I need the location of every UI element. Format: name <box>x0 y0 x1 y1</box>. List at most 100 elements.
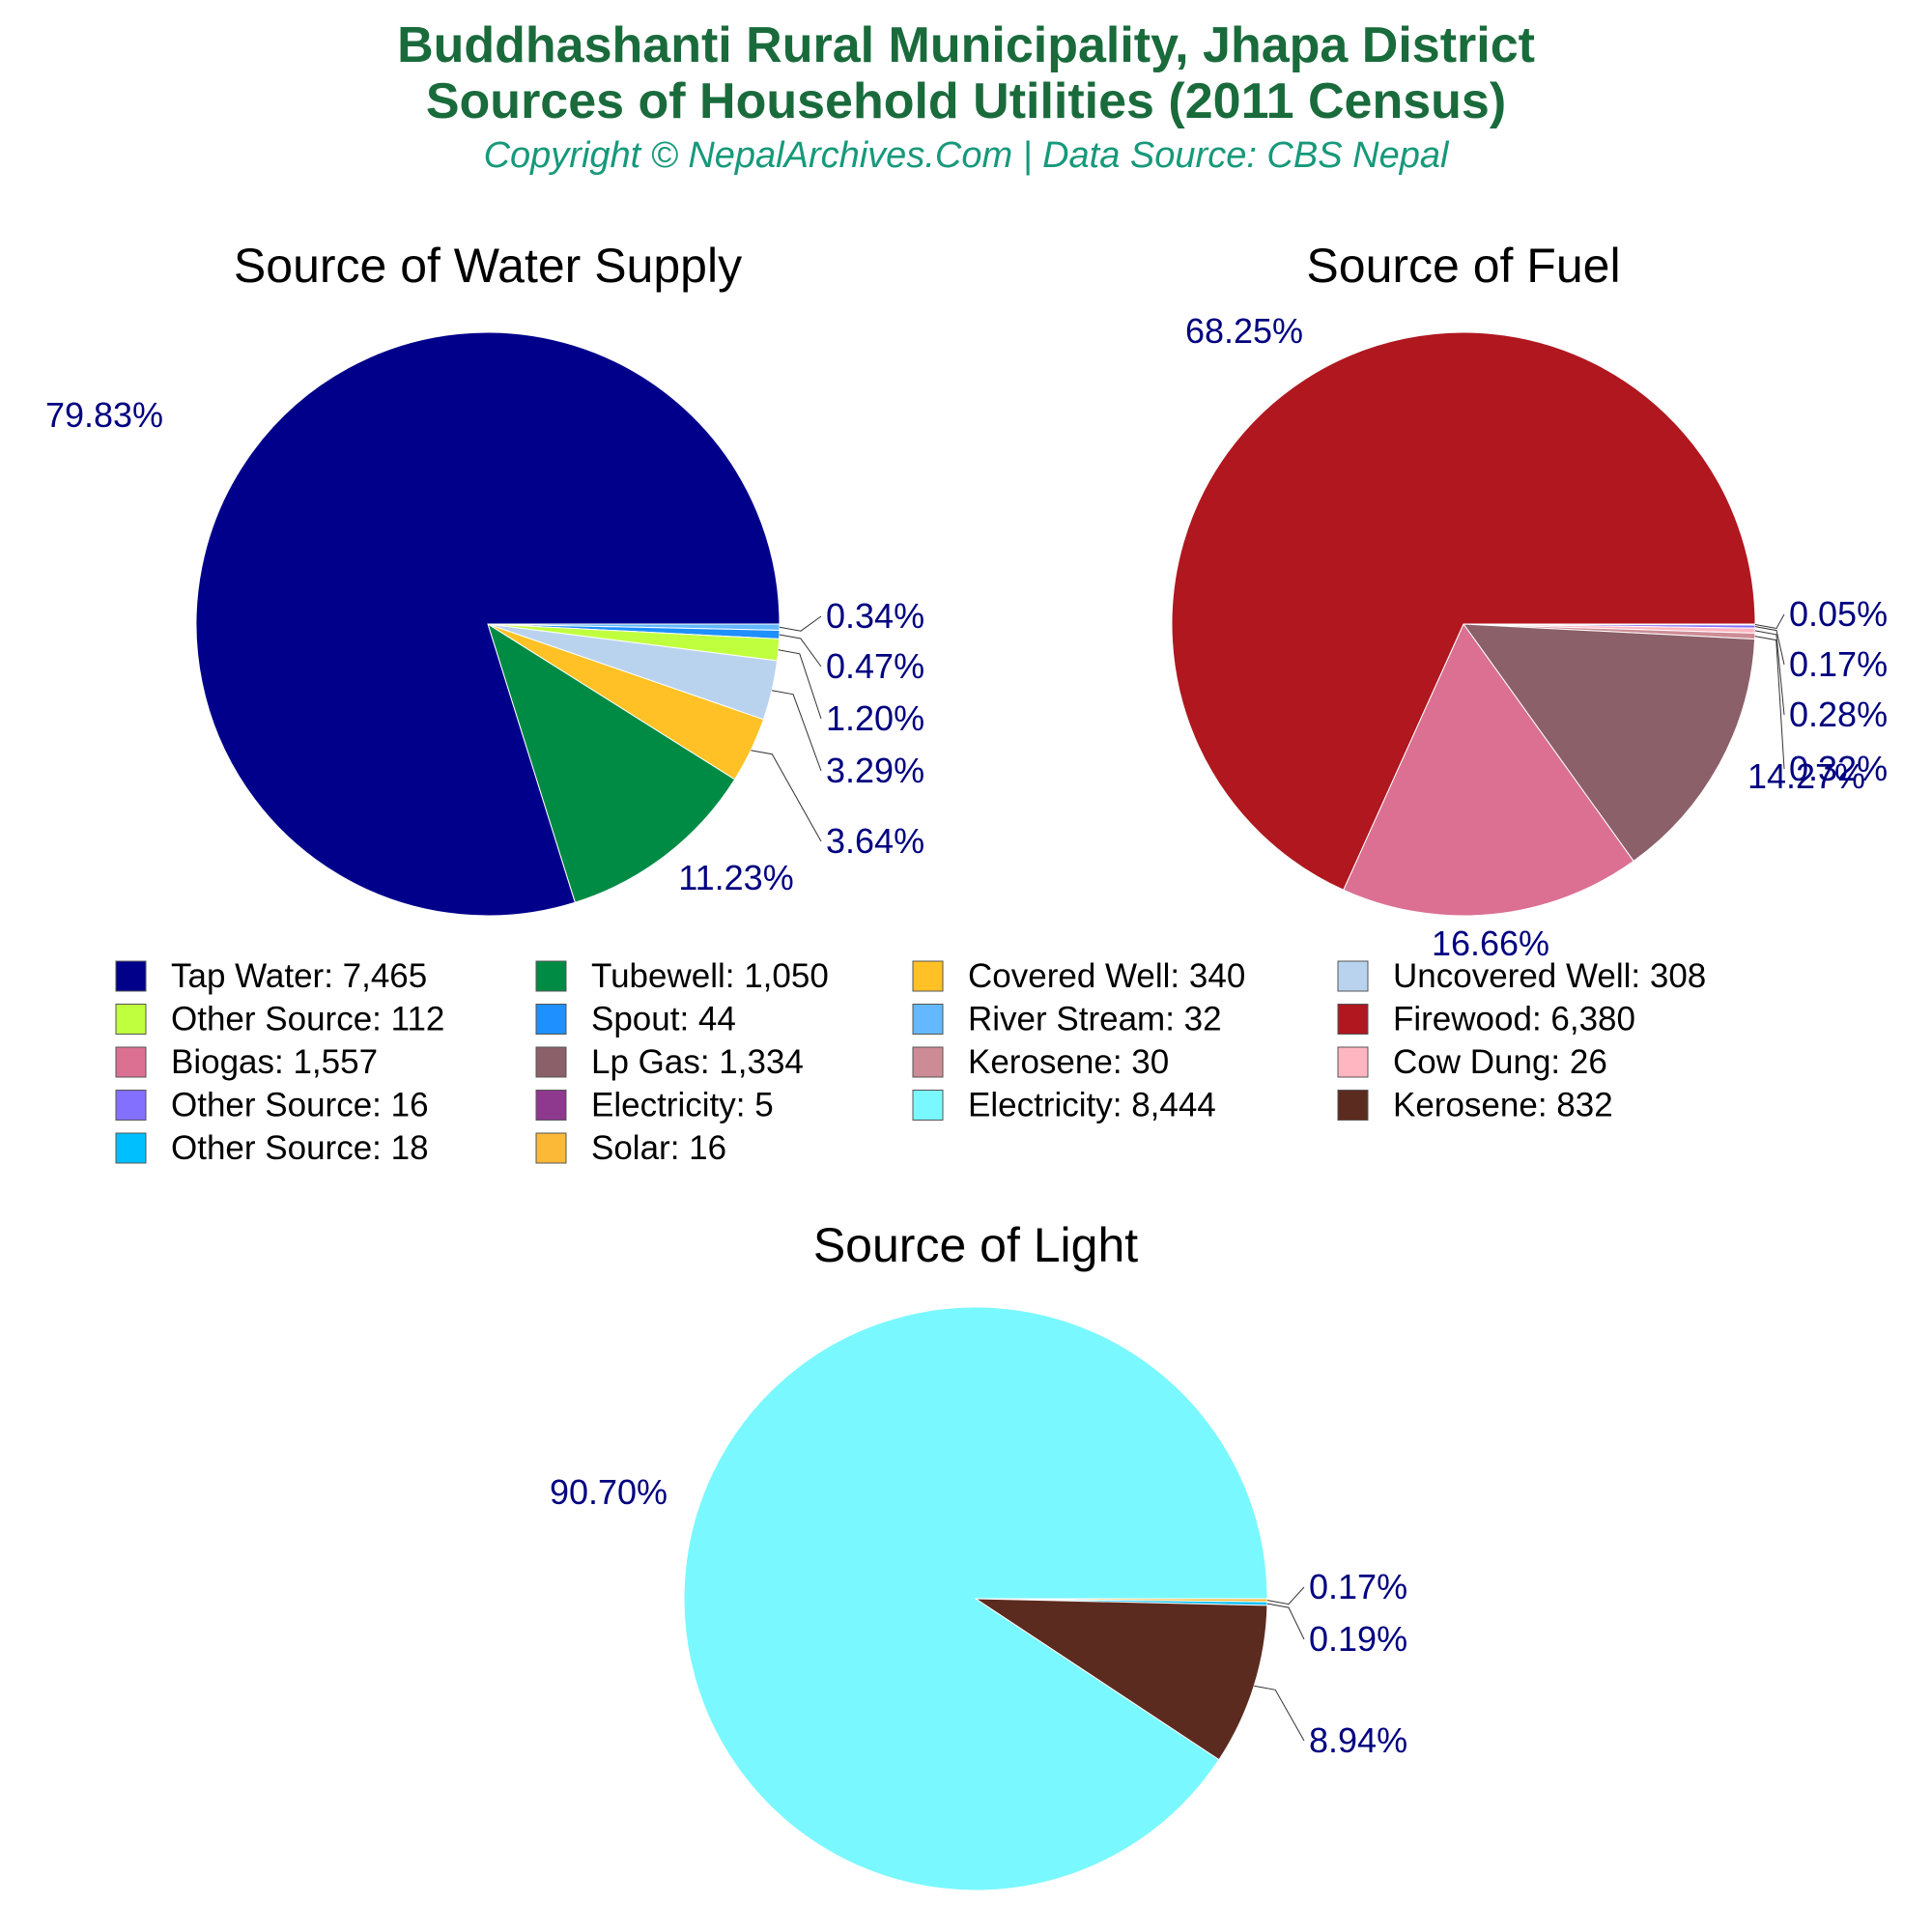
legend-swatch <box>912 1004 944 1035</box>
pct-label-kerosene: 0.32% <box>1789 749 1888 788</box>
legend-label: Firewood: 6,380 <box>1393 1001 1635 1038</box>
pct-label-firewood: 68.25% <box>1185 311 1303 351</box>
legend-item: Electricity: 5 <box>535 1087 774 1124</box>
legend-label: Other Source: 16 <box>171 1087 429 1124</box>
legend-label: Kerosene: 832 <box>1393 1087 1613 1124</box>
legend-label: Other Source: 18 <box>171 1129 429 1167</box>
slice-biogas <box>1343 623 1634 917</box>
legend-label: Spout: 44 <box>591 1001 736 1038</box>
slice-lp-gas <box>1462 623 1756 863</box>
pct-label-electricity: 90.70% <box>550 1472 668 1512</box>
pie-source-of-water-supply: Source of Water Supply 79.83% 11.23% 0.34% 0… <box>45 239 924 917</box>
legend-swatch <box>115 1132 147 1164</box>
legend-item: Biogas: 1,557 <box>115 1043 378 1081</box>
pct-label-kerosene: 8.94% <box>1309 1720 1407 1760</box>
slice-tubewell <box>487 622 736 903</box>
slice-electricity <box>683 1306 1268 1891</box>
pct-label-river-stream: 0.34% <box>826 596 924 636</box>
legend-item: River Stream: 32 <box>912 1001 1222 1038</box>
leader-line-cow-dung <box>1754 630 1785 716</box>
pie-title-source-of-water-supply: Source of Water Supply <box>234 239 742 293</box>
leader-line-solar <box>1266 1586 1305 1605</box>
pct-label-electricity: 0.05% <box>1789 594 1888 634</box>
pct-label-uncovered-well: 3.29% <box>826 751 924 790</box>
legend-swatch <box>535 960 567 992</box>
legend-swatch <box>912 1090 944 1121</box>
legend-item: Spout: 44 <box>535 1001 736 1038</box>
pct-label-tubewell: 11.23% <box>678 858 793 897</box>
legend-label: Covered Well: 340 <box>968 957 1245 995</box>
legend-item: Firewood: 6,380 <box>1337 1001 1635 1038</box>
leader-line-other-source <box>1266 1603 1305 1640</box>
pct-label-lp-gas: 14.27% <box>1747 756 1865 796</box>
legend-label: Kerosene: 30 <box>968 1043 1169 1081</box>
legend-label: River Stream: 32 <box>968 1001 1222 1038</box>
leader-line-kerosene <box>1254 1685 1305 1742</box>
main-title-line-1: Buddhashanti Rural Municipality, Jhapa D… <box>397 17 1535 73</box>
legend: Tap Water: 7,465 Tubewell: 1,050 Covered W… <box>115 957 1706 1167</box>
legend-swatch <box>535 1090 567 1121</box>
legend-swatch <box>115 960 147 992</box>
legend-item: Lp Gas: 1,334 <box>535 1043 804 1081</box>
legend-swatch <box>115 1090 147 1121</box>
legend-label: Tubewell: 1,050 <box>591 957 829 995</box>
legend-item: Cow Dung: 26 <box>1337 1043 1607 1081</box>
legend-item: Solar: 16 <box>535 1129 726 1167</box>
legend-item: Other Source: 16 <box>115 1087 429 1124</box>
legend-swatch <box>1337 960 1369 992</box>
legend-swatch <box>115 1004 147 1035</box>
legend-swatch <box>912 1046 944 1078</box>
legend-label: Electricity: 8,444 <box>968 1087 1216 1124</box>
legend-label: Uncovered Well: 308 <box>1393 957 1706 995</box>
legend-item: Other Source: 112 <box>115 1001 444 1038</box>
legend-item: Kerosene: 30 <box>912 1043 1169 1081</box>
main-title-line-2: Sources of Household Utilities (2011 Cen… <box>425 73 1507 129</box>
slice-firewood <box>1171 331 1756 891</box>
legend-swatch <box>115 1046 147 1078</box>
leader-line-river-stream <box>779 615 822 632</box>
legend-label: Tap Water: 7,465 <box>171 957 427 995</box>
legend-swatch <box>535 1004 567 1035</box>
leader-line-spout <box>779 634 822 668</box>
legend-item: Tubewell: 1,050 <box>535 957 829 995</box>
legend-label: Solar: 16 <box>591 1129 726 1167</box>
slice-tap-water <box>195 331 781 917</box>
pct-label-solar: 0.17% <box>1309 1567 1407 1606</box>
pie-source-of-light: Source of Light 90.70% 0.17% 0.19% 8.94% <box>550 1218 1407 1891</box>
pct-label-tap-water: 79.83% <box>45 395 163 435</box>
leader-line-uncovered-well <box>772 690 822 772</box>
legend-item: Electricity: 8,444 <box>912 1087 1216 1124</box>
slice-kerosene <box>974 1598 1268 1761</box>
legend-item: Other Source: 18 <box>115 1129 429 1167</box>
pie-title-source-of-fuel: Source of Fuel <box>1306 239 1620 293</box>
legend-swatch <box>912 960 944 992</box>
legend-swatch <box>1337 1004 1369 1035</box>
leader-line-electricity <box>1754 613 1785 630</box>
leader-line-other-source <box>778 649 822 720</box>
pct-label-other-source: 0.17% <box>1789 644 1888 684</box>
legend-label: Electricity: 5 <box>591 1087 774 1124</box>
legend-swatch <box>1337 1090 1369 1121</box>
legend-item: Tap Water: 7,465 <box>115 957 427 995</box>
legend-swatch <box>1337 1046 1369 1078</box>
legend-swatch <box>535 1132 567 1164</box>
pct-label-covered-well: 3.64% <box>826 821 924 861</box>
subtitle-credit: Copyright © NepalArchives.Com | Data Sou… <box>483 135 1449 176</box>
leader-line-covered-well <box>751 750 822 842</box>
legend-item: Covered Well: 340 <box>912 957 1245 995</box>
legend-item: Uncovered Well: 308 <box>1337 957 1706 995</box>
pie-title-source-of-light: Source of Light <box>813 1218 1138 1272</box>
pct-label-other-source: 0.19% <box>1309 1619 1407 1659</box>
legend-label: Lp Gas: 1,334 <box>591 1043 804 1081</box>
leader-line-other-source <box>1754 626 1785 666</box>
pct-label-biogas: 16.66% <box>1432 923 1549 963</box>
pct-label-spout: 0.47% <box>826 646 924 686</box>
legend-label: Biogas: 1,557 <box>171 1043 378 1081</box>
pct-label-cow-dung: 0.28% <box>1789 695 1888 734</box>
leader-line-kerosene <box>1754 636 1785 770</box>
legend-label: Other Source: 112 <box>171 1001 444 1038</box>
legend-item: Kerosene: 832 <box>1337 1087 1613 1124</box>
